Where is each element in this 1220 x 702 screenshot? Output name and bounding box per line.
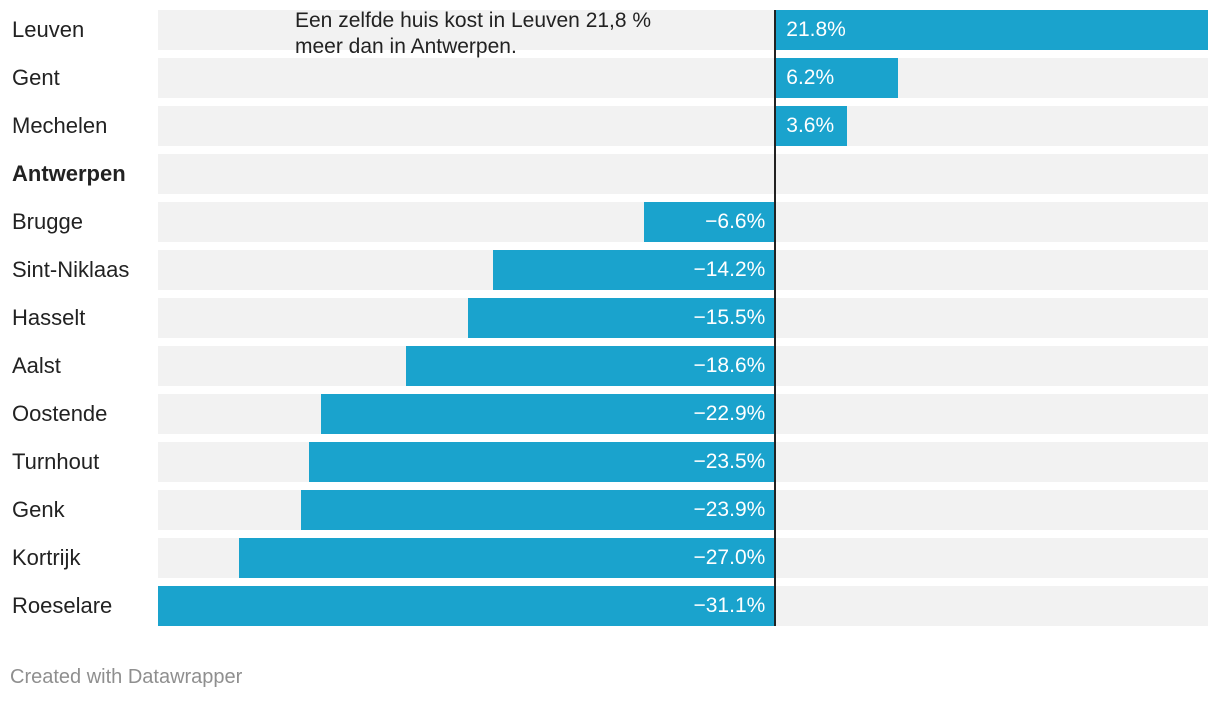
value-label-oostende: −22.9%	[693, 402, 766, 425]
value-label-gent: 6.2%	[786, 66, 835, 89]
category-label-hasselt: Hasselt	[12, 305, 86, 330]
row-background-mechelen	[158, 106, 1208, 146]
category-label-sint-niklaas: Sint-Niklaas	[12, 257, 130, 282]
bar-oostende	[320, 394, 776, 434]
value-label-mechelen: 3.6%	[786, 114, 835, 137]
category-label-mechelen: Mechelen	[12, 113, 108, 138]
category-label-gent: Gent	[12, 65, 60, 90]
chart-annotation: Een zelfde huis kost in Leuven 21,8 % me…	[295, 8, 651, 60]
row-background-gent	[158, 58, 1208, 98]
value-label-brugge: −6.6%	[705, 210, 766, 233]
bar-brugge	[644, 202, 776, 242]
bar-roeselare	[158, 586, 776, 626]
category-label-leuven: Leuven	[12, 17, 85, 42]
category-label-roeselare: Roeselare	[12, 593, 113, 618]
bar-hasselt	[467, 298, 776, 338]
category-label-turnhout: Turnhout	[12, 449, 100, 474]
category-label-aalst: Aalst	[12, 353, 61, 378]
category-label-genk: Genk	[12, 497, 65, 522]
category-label-antwerpen: Antwerpen	[12, 161, 126, 186]
value-label-roeselare: −31.1%	[693, 594, 766, 617]
value-label-turnhout: −23.5%	[693, 450, 766, 473]
zero-baseline	[774, 10, 777, 626]
bar-leuven	[775, 10, 1208, 50]
annotation-line-1: Een zelfde huis kost in Leuven 21,8 %	[295, 9, 652, 32]
category-label-brugge: Brugge	[12, 209, 83, 234]
annotation-line-2: meer dan in Antwerpen.	[295, 35, 517, 58]
bar-genk	[300, 490, 776, 530]
bar-kortrijk	[239, 538, 776, 578]
bar-aalst	[406, 346, 776, 386]
row-background-antwerpen	[158, 154, 1208, 194]
category-label-oostende: Oostende	[12, 401, 108, 426]
value-label-kortrijk: −27.0%	[693, 546, 766, 569]
category-label-kortrijk: Kortrijk	[12, 545, 81, 570]
value-label-leuven: 21.8%	[786, 18, 846, 41]
datawrapper-credit: Created with Datawrapper	[10, 666, 243, 688]
bar-turnhout	[308, 442, 776, 482]
bar-chart: Leuven 21.8% Gent 6.2% Mechelen 3.6% Antwerpen…	[12, 8, 1208, 626]
value-label-sint-niklaas: −14.2%	[693, 258, 766, 281]
value-label-hasselt: −15.5%	[693, 306, 766, 329]
value-label-genk: −23.9%	[693, 498, 766, 521]
bar-sint-niklaas	[493, 250, 776, 290]
bar-gent	[775, 58, 899, 98]
value-label-aalst: −18.6%	[693, 354, 766, 377]
bar-mechelen	[775, 106, 847, 146]
